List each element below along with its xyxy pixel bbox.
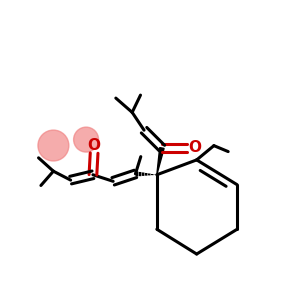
Polygon shape [157,148,164,175]
Text: O: O [188,140,201,154]
Text: O: O [88,138,100,153]
Circle shape [38,130,69,161]
Circle shape [74,127,99,152]
